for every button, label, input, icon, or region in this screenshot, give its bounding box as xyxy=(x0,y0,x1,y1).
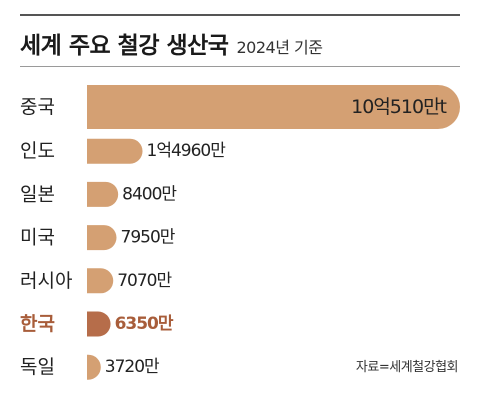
value-label: 6350만 xyxy=(115,314,174,334)
category-label: 한국 xyxy=(20,313,55,335)
category-label: 미국 xyxy=(20,227,55,249)
category-label: 독일 xyxy=(20,356,55,378)
chart-title: 세계 주요 철강 생산국 xyxy=(20,33,229,59)
bar xyxy=(87,311,111,337)
title-block: 세계 주요 철강 생산국 2024년 기준 xyxy=(20,26,323,60)
bar xyxy=(87,268,114,294)
category-label: 일본 xyxy=(20,183,55,205)
category-label: 러시아 xyxy=(20,270,72,292)
bar xyxy=(87,225,117,251)
bar xyxy=(87,138,143,164)
value-label: 7070만 xyxy=(117,271,172,291)
value-label: 1억4960만 xyxy=(147,141,227,161)
chart-subtitle: 2024년 기준 xyxy=(236,38,323,57)
value-label: 10억510만t xyxy=(351,96,446,118)
bar xyxy=(87,354,101,380)
category-label: 인도 xyxy=(20,140,55,162)
top-rule xyxy=(20,14,460,16)
value-label: 8400만 xyxy=(122,184,177,204)
bar xyxy=(87,181,119,207)
bar xyxy=(87,85,460,129)
value-label: 7950만 xyxy=(121,228,176,248)
title-rule xyxy=(20,66,460,67)
value-label: 3720만 xyxy=(105,357,160,377)
category-label: 중국 xyxy=(20,96,55,118)
source-note: 자료=세계철강협회 xyxy=(355,360,459,375)
